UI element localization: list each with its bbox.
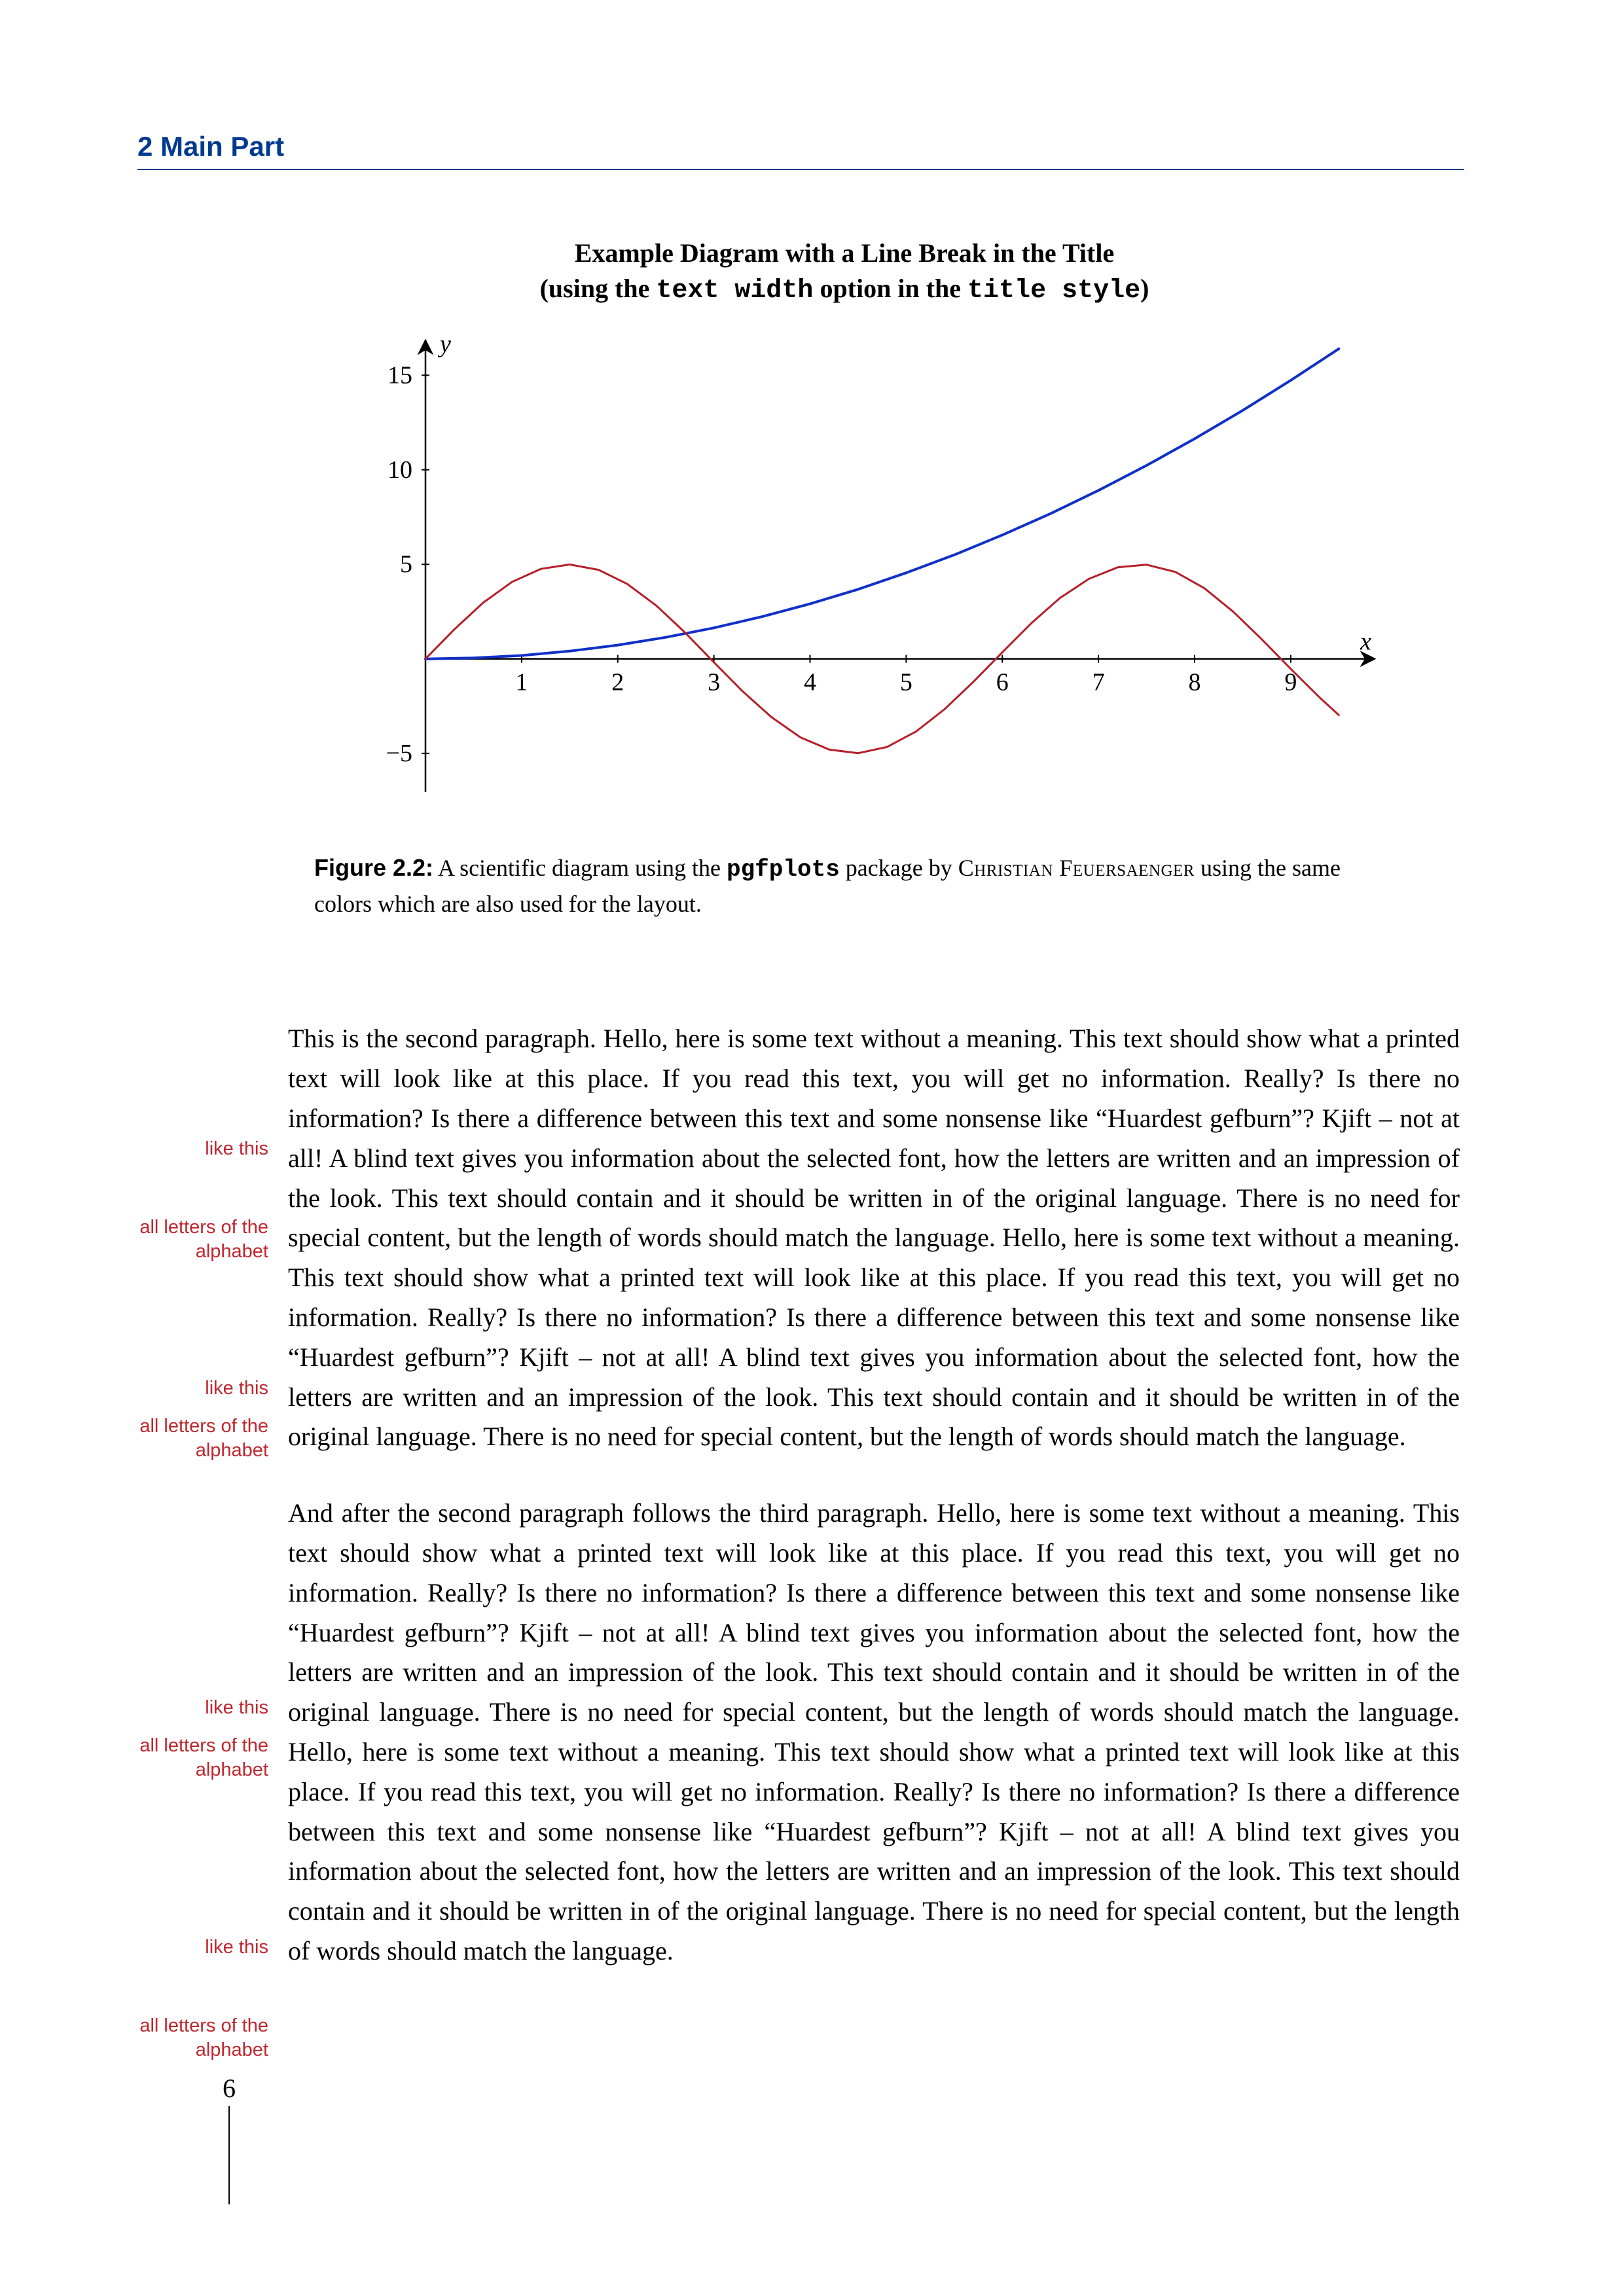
svg-text:8: 8 [1189,669,1201,696]
chart-svg: yx123456789−551015 [295,321,1394,831]
margin-note: like this [92,1935,268,1959]
svg-text:4: 4 [804,669,816,696]
svg-text:x: x [1360,628,1371,656]
svg-text:1: 1 [515,669,528,696]
chart-title-mono2: title style [967,276,1140,306]
svg-text:−5: −5 [386,740,412,767]
page-number: 6 [190,2073,268,2106]
body-paragraph: And after the second paragraph follows t… [288,1494,1460,1971]
chart-title-line2-post: ) [1140,274,1149,303]
margin-note: all letters of the alphabet [92,1215,268,1263]
margin-note: like this [92,1696,268,1719]
svg-text:10: 10 [388,456,412,484]
chart-title: Example Diagram with a Line Break in the… [288,236,1401,309]
figure-caption-pre: A scientific diagram using the [433,855,727,881]
svg-text:5: 5 [900,669,912,696]
body-paragraph: This is the second paragraph. Hello, her… [288,1019,1460,1457]
margin-note: like this [92,1376,268,1400]
margin-note: all letters of the alphabet [92,1734,268,1782]
figure-caption-mid: package by [840,855,958,881]
svg-text:15: 15 [388,361,412,389]
chart-title-line2-pre: (using the [540,274,657,303]
margin-note: all letters of the alphabet [92,2014,268,2062]
svg-text:2: 2 [611,669,624,696]
figure-block: Example Diagram with a Line Break in the… [288,236,1401,921]
svg-text:7: 7 [1092,669,1105,696]
page-number-block: 6 [190,2073,268,2204]
svg-text:6: 6 [996,669,1009,696]
page: 2 Main Part Example Diagram with a Line … [0,0,1624,2296]
chapter-header: 2 Main Part [137,131,1464,170]
figure-caption-label: Figure 2.2: [314,854,433,881]
svg-text:y: y [437,331,451,358]
chart-title-mono1: text width [656,276,813,306]
page-number-rule [228,2106,230,2204]
chart-title-line2-mid: option in the [813,274,967,303]
svg-text:5: 5 [400,550,412,578]
body-area: like this all letters of the alphabet li… [288,1019,1460,1971]
figure-caption-author: Christian Feuersaenger [958,855,1195,881]
svg-text:3: 3 [708,669,720,696]
chart-title-line1: Example Diagram with a Line Break in the… [575,238,1114,268]
margin-note: all letters of the alphabet [92,1414,268,1462]
margin-note: like this [92,1137,268,1160]
figure-caption-mono: pgfplots [727,856,840,883]
figure-caption: Figure 2.2: A scientific diagram using t… [288,851,1401,921]
